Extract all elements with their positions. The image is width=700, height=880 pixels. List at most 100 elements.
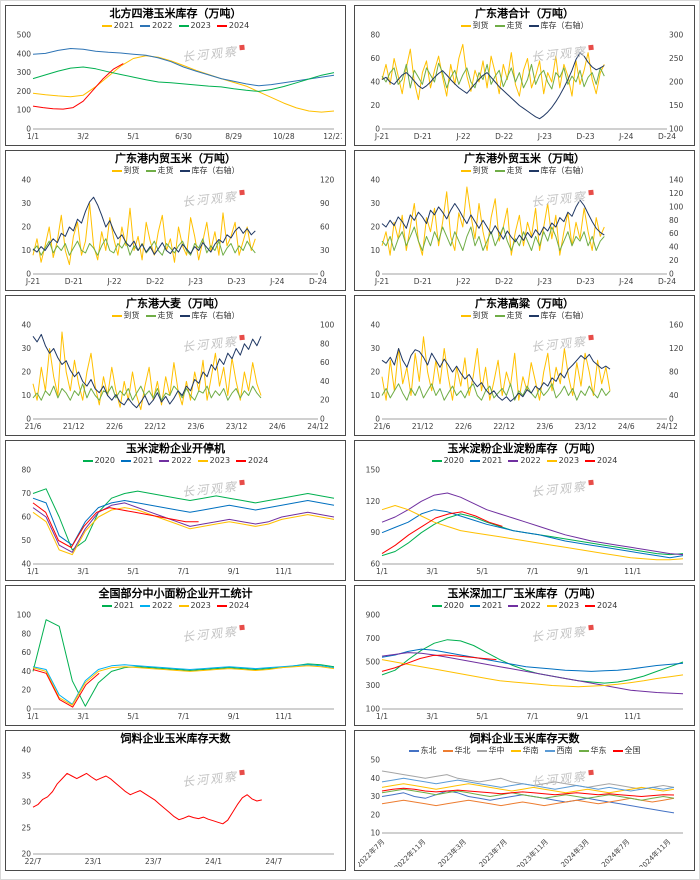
legend-label: 2020 (443, 456, 464, 465)
y-axis-tick-label: 60 (370, 560, 380, 569)
x-axis-tick-label: 23/12 (575, 422, 597, 431)
x-axis-tick-label: 22/7 (25, 857, 42, 866)
x-axis-tick-label: 10/28 (273, 132, 295, 141)
x-axis-tick-label: D-24 (309, 277, 327, 286)
legend-label: 走货 (506, 166, 523, 175)
series-东北 (381, 790, 675, 814)
series-2021 (381, 509, 684, 559)
y-axis-tick-label: 200 (17, 87, 32, 96)
legend-label: 2022 (520, 601, 541, 610)
series-库存（右轴） (32, 333, 262, 409)
x-axis-tick-label: 11/1 (624, 567, 641, 576)
series-2024 (32, 502, 199, 548)
chart-title: 广东港大麦（万吨） (126, 297, 225, 310)
x-axis-tick-label: 5/1 (127, 712, 139, 721)
y-axis-tick-label: 30 (21, 798, 31, 807)
series-2024 (381, 654, 497, 672)
series-2020 (32, 488, 335, 551)
y-axis-right-tick-label: 30 (320, 246, 330, 255)
legend-label: 2020 (94, 456, 115, 465)
legend-item: 到货 (111, 166, 140, 176)
x-axis-tick-label: 22/6 (455, 422, 472, 431)
legend-item: 2022 (508, 601, 541, 611)
x-axis-tick-label: 24/7 (265, 857, 282, 866)
legend-line-marker (469, 605, 480, 607)
x-axis-tick-label: D-23 (228, 277, 246, 286)
y-axis-tick-label: 900 (366, 611, 381, 620)
series-2022 (32, 48, 335, 87)
series-走货 (381, 383, 611, 401)
legend-label: 西南 (556, 746, 573, 755)
x-axis-tick-label: J-22 (106, 277, 121, 286)
legend-label: 2022 (520, 456, 541, 465)
legend-line-marker (431, 605, 442, 607)
legend-label: 华东 (590, 746, 607, 755)
series-2022 (381, 492, 684, 556)
x-axis-tick-label: 22/6 (106, 422, 123, 431)
legend-line-marker (460, 170, 471, 172)
series-全国 (381, 787, 675, 797)
y-axis-tick-label: 30 (21, 199, 31, 208)
y-axis-right-tick-label: 140 (669, 176, 684, 185)
legend-line-marker (178, 25, 189, 27)
y-axis-tick-label: 20 (21, 223, 31, 232)
chart-title: 广东港内贸玉米（万吨） (115, 152, 236, 165)
legend-line-marker (460, 315, 471, 317)
chart-title: 饲料企业玉米库存天数 (120, 732, 231, 745)
x-axis-tick-label: D-23 (577, 277, 595, 286)
legend-item: 西南 (544, 746, 573, 756)
y-axis-tick-label: 0 (26, 705, 31, 714)
y-axis-tick-label: 60 (21, 648, 31, 657)
x-axis-tick-label: J-24 (269, 277, 284, 286)
x-axis-tick-label: 21/6 (25, 422, 42, 431)
legend-item: 华东 (578, 746, 607, 756)
chart-title: 广东港合计（万吨） (475, 7, 574, 20)
y-axis-right-tick-label: 80 (669, 216, 679, 225)
y-axis-right-tick-label: 40 (669, 243, 679, 252)
chart-legend: 东北 华北 华中 华南 西南 华东 全国 (357, 745, 692, 755)
x-axis-tick-label: J-21 (374, 277, 389, 286)
x-axis-tick-label: 23/1 (85, 857, 102, 866)
y-axis-right-tick-label: 20 (320, 396, 330, 405)
legend-item: 2023 (178, 601, 211, 611)
plot-area: 0 10 20 30 40 0 20 40 60 80 100 120 140 J-21 D-21 J-22 D… (370, 176, 684, 287)
x-axis-tick-label: D-23 (577, 132, 595, 141)
x-axis-tick-label: 22/12 (144, 422, 166, 431)
x-axis-tick-label: 2022年7月 (358, 837, 386, 867)
y-axis-right-tick-label: 200 (669, 78, 684, 87)
y-axis-tick-label: 400 (17, 49, 32, 58)
y-axis-right-tick-label: 100 (669, 202, 684, 211)
legend-item: 2021 (469, 456, 502, 466)
x-axis-tick-label: D-22 (495, 132, 513, 141)
series-库存（右轴） (381, 348, 611, 402)
legend-label: 到货 (472, 311, 489, 320)
legend-item: 走货 (494, 21, 523, 31)
series-到货 (32, 331, 262, 411)
chart-legend: 到货 走货 库存（右轴） (357, 20, 692, 30)
x-axis-tick-label: 5/1 (476, 567, 488, 576)
x-axis-tick-label: 1/1 (27, 567, 39, 576)
legend-label: 2021 (132, 456, 154, 465)
legend-label: 2024 (228, 21, 250, 30)
x-axis-tick-label: 21/12 (412, 422, 434, 431)
legend-label: 华北 (454, 746, 471, 755)
legend-line-marker (546, 460, 557, 462)
legend-line-marker (612, 750, 623, 752)
series-到货 (381, 43, 605, 101)
y-axis-right-tick-label: 100 (320, 321, 335, 330)
legend-line-marker (140, 605, 151, 607)
legend-item: 2024 (216, 601, 249, 611)
legend-item: 库存（右轴） (528, 311, 589, 321)
chart-legend: 到货 走货 库存（右轴） (357, 310, 692, 320)
legend-item: 库存（右轴） (528, 166, 589, 176)
x-axis-tick-label: D-24 (658, 277, 676, 286)
chart-panel-guangdong-total: 广东港合计（万吨） 到货 走货 库存（右轴） 0 20 40 60 80 100 150 200 250… (354, 5, 695, 146)
x-axis-tick-label: 3/2 (77, 132, 89, 141)
series-2023 (32, 665, 335, 706)
legend-line-marker (145, 315, 156, 317)
legend-line-marker (494, 315, 505, 317)
legend-line-marker (159, 460, 170, 462)
legend-item: 2024 (585, 601, 617, 611)
plot-area: 0 10 20 30 40 0 40 80 120 160 21/6 21/12 22/6 22/12 23… (370, 321, 683, 432)
x-axis-tick-label: 5/1 (127, 567, 139, 576)
